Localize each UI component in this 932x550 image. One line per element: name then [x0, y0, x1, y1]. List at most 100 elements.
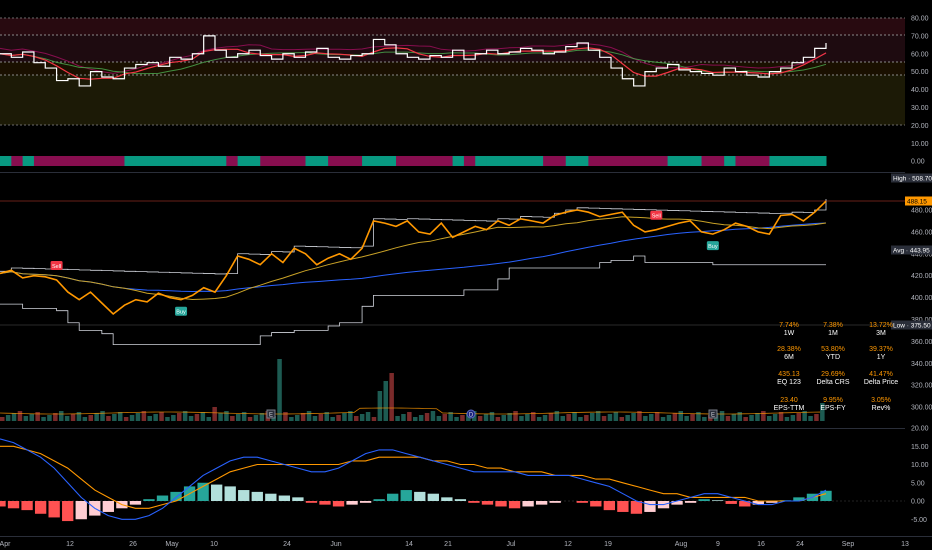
time-axis-label: 16	[757, 541, 765, 548]
volume-bar	[418, 415, 424, 421]
ribbon-segment	[328, 156, 340, 166]
buy-signal-marker[interactable]: Buy	[706, 241, 719, 251]
volume-bar	[230, 416, 235, 421]
volume-bar	[182, 411, 188, 421]
low-price-badge: Low · 375.50	[891, 320, 932, 330]
price-tick-label: 400.00	[911, 295, 932, 302]
volume-bar	[47, 415, 52, 421]
price-tick-label: 480.00	[911, 208, 932, 215]
volume-bar	[684, 416, 689, 421]
ribbon-segment	[701, 156, 714, 166]
volume-bar	[525, 414, 530, 421]
ribbon-segment	[11, 156, 24, 166]
stats-value: 7.38%	[823, 322, 843, 329]
signal-marker-box	[706, 241, 719, 251]
macd-histogram-bar	[617, 501, 629, 512]
ribbon-segment	[452, 156, 465, 166]
time-axis-label: 19	[604, 541, 612, 548]
volume-bar	[507, 413, 512, 421]
ribbon-segment	[271, 156, 284, 166]
macd-tick-label: 0.00	[911, 499, 925, 506]
ribbon-segment	[248, 156, 261, 166]
signal-marker-box	[650, 210, 663, 220]
volume-bar	[300, 413, 306, 421]
volume-bar	[625, 415, 630, 421]
ribbon-segment	[113, 156, 125, 166]
sell-signal-marker[interactable]: Sell	[650, 210, 663, 220]
volume-bar	[295, 415, 300, 421]
volume-bar	[584, 415, 589, 421]
volume-bar	[436, 416, 442, 421]
volume-bar	[460, 415, 465, 421]
stats-label: 3M	[876, 330, 886, 337]
time-axis-label: 9	[716, 541, 720, 548]
ribbon-segment	[384, 156, 397, 166]
macd-tick-label: 10.00	[911, 462, 929, 469]
macd-histogram-bar	[156, 495, 169, 501]
volume-bar	[560, 416, 565, 421]
price-pane[interactable]: Sell Buy Sell Buy E D E	[0, 199, 905, 421]
dividend-event-marker[interactable]: D	[466, 409, 476, 419]
stats-label: EQ 123	[777, 379, 801, 386]
rsi-upper-envelope	[0, 43, 827, 74]
ribbon-segment	[158, 156, 171, 166]
time-axis[interactable]: Apr 12 26 May 10 24 Jun 14 21 Jul 12 19 Aug 9 16 24 Sep 1…	[0, 536, 932, 549]
price-line	[0, 200, 827, 316]
rsi-tick-label: 50.00	[911, 69, 929, 76]
ribbon-segment	[339, 156, 352, 166]
ribbon-segment	[226, 156, 239, 166]
rsi-pane[interactable]	[0, 17, 905, 126]
price-tick-label: 440.00	[911, 251, 932, 258]
time-axis-label: Apr	[0, 541, 11, 548]
volume-bar	[253, 415, 259, 421]
rsi-series	[0, 35, 827, 87]
volume-bar	[283, 412, 288, 421]
volume-bar	[336, 415, 341, 421]
volume-bar	[808, 416, 813, 421]
macd-pane[interactable]	[0, 438, 905, 522]
trend-ribbon	[0, 156, 827, 166]
time-axis-label: 26	[129, 541, 137, 548]
rsi-signal-line	[0, 47, 827, 80]
volume-bar	[224, 411, 229, 421]
stats-label: EPS-TTM	[774, 405, 805, 412]
ribbon-segment	[181, 156, 193, 166]
ribbon-segment	[418, 156, 431, 166]
stats-value: 41.47%	[869, 371, 893, 378]
buy-signal-marker[interactable]: Buy	[175, 306, 188, 316]
price-axis[interactable]: 80.00 70.00 60.00 50.00 40.00 30.00 20.00 10.00…	[891, 0, 932, 536]
macd-histogram-bar	[278, 495, 291, 501]
ribbon-segment	[758, 156, 770, 166]
volume-bar	[413, 417, 418, 421]
ribbon-segment	[588, 156, 601, 166]
earnings-event-marker[interactable]: E	[266, 409, 276, 419]
earnings-event-marker[interactable]: E	[708, 409, 718, 419]
ribbon-segment	[305, 156, 318, 166]
stats-value: 7.74%	[779, 322, 799, 329]
macd-histogram-bar	[170, 491, 182, 501]
volume-bar	[41, 417, 46, 421]
time-axis-label: 12	[66, 541, 74, 548]
sell-signal-marker[interactable]: Sell	[50, 261, 63, 271]
ribbon-segment	[644, 156, 657, 166]
macd-histogram-bar	[265, 493, 277, 501]
volume-bar	[64, 416, 70, 421]
macd-histogram-bar	[346, 501, 358, 505]
ribbon-segment	[463, 156, 476, 166]
ribbon-segment	[237, 156, 250, 166]
time-axis-label: Jul	[507, 541, 516, 548]
volume-bar	[306, 411, 312, 421]
volume-bar	[725, 416, 731, 421]
volume-bar	[23, 416, 29, 421]
ribbon-segment	[362, 156, 374, 166]
volume-bar	[548, 413, 554, 421]
ribbon-segment	[203, 156, 216, 166]
macd-histogram-bar	[359, 501, 372, 503]
volume-bar	[660, 417, 666, 421]
volume-bar	[194, 414, 200, 421]
avg-price-badge: Avg · 443.95	[891, 245, 932, 255]
ribbon-segment	[633, 156, 646, 166]
price-badges: High · 508.70 488.15 Avg · 443.95 Low · 375…	[891, 173, 932, 330]
macd-histogram-bar	[535, 501, 548, 505]
